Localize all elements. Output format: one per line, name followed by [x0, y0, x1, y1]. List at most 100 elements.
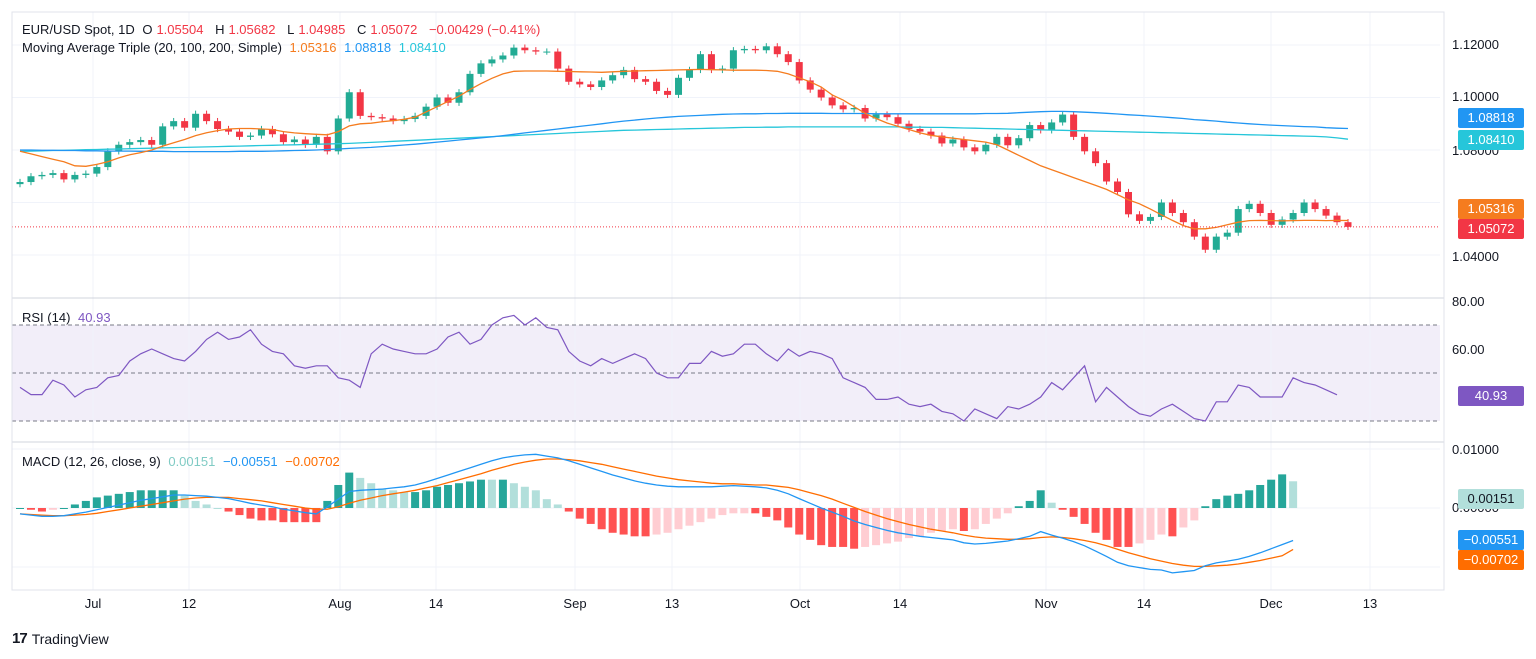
- price-axis-tick: 1.10000: [1452, 89, 1499, 104]
- ma200-line: [19, 126, 1349, 152]
- candle-body: [181, 121, 189, 128]
- macd-histogram-bar: [696, 508, 705, 523]
- macd-histogram-bar: [718, 508, 727, 516]
- macd-signal-line: [19, 458, 1294, 568]
- candle-body: [16, 182, 24, 185]
- pane-separators[interactable]: [11, 11, 1445, 591]
- macd-histogram-bar: [498, 479, 507, 508]
- macd-histogram-bar: [312, 508, 321, 523]
- x-axis-tick: 12: [181, 596, 197, 611]
- price-axis-tick: 1.04000: [1452, 249, 1499, 264]
- macd-histogram-bar: [125, 492, 134, 508]
- open-label: O 1.05504: [142, 22, 204, 37]
- macd-axis-tick: 0.01000: [1452, 442, 1499, 457]
- candle-body: [916, 129, 924, 132]
- candle-body: [82, 173, 90, 175]
- candle-body: [751, 48, 759, 51]
- candle-body: [620, 69, 628, 76]
- macd-histogram-bar: [70, 504, 79, 508]
- macd-label[interactable]: MACD (12, 26, close, 9): [22, 454, 161, 469]
- macd-histogram-bar: [213, 508, 222, 509]
- candle-body: [982, 144, 990, 152]
- candle-body: [225, 129, 233, 132]
- candle-body: [1333, 215, 1341, 223]
- candle-body: [1168, 202, 1176, 213]
- candle-body: [378, 117, 386, 119]
- candle-body: [784, 54, 792, 63]
- candle-body: [653, 81, 661, 91]
- tradingview-wordmark: TradingView: [31, 630, 109, 647]
- candle-body: [60, 173, 68, 180]
- candle-body: [1234, 209, 1242, 233]
- candle-body: [49, 173, 57, 175]
- macd-histogram-bar: [26, 508, 35, 510]
- candle-body: [367, 115, 375, 118]
- candle-body: [27, 176, 35, 183]
- x-axis-tick: 14: [1136, 596, 1152, 611]
- candle-body: [159, 126, 167, 145]
- macd-histogram-bar: [915, 508, 924, 537]
- x-axis-tick: 14: [892, 596, 908, 611]
- candle-body: [290, 139, 298, 143]
- candle-body: [1267, 213, 1275, 225]
- macd-histogram-bar: [970, 508, 979, 530]
- candle-body: [587, 84, 595, 87]
- candle-body: [598, 80, 606, 87]
- candle-body: [104, 151, 112, 168]
- macd-histogram-bar: [224, 508, 233, 512]
- macd-histogram-bar: [674, 508, 683, 530]
- macd-histogram-bar: [1245, 490, 1254, 508]
- macd-histogram-bar: [531, 490, 540, 508]
- macd-pane[interactable]: [16, 453, 1298, 574]
- macd-histogram-bar: [1201, 506, 1210, 508]
- macd-histogram-bar: [290, 508, 299, 523]
- high-label: H 1.05682: [215, 22, 276, 37]
- candle-body: [1146, 216, 1154, 221]
- candle-body: [1124, 192, 1132, 215]
- macd-histogram-bar: [926, 508, 935, 533]
- candle-body: [762, 46, 770, 51]
- macd-histogram-bar: [92, 497, 101, 508]
- candle-body: [334, 118, 342, 152]
- macd-histogram-bar: [16, 508, 24, 509]
- change-label: −0.00429 (−0.41%): [428, 22, 541, 37]
- candle-body: [71, 174, 79, 180]
- candle-body: [1092, 151, 1100, 164]
- macd-histogram-bar: [246, 508, 255, 519]
- candle-body: [949, 139, 957, 144]
- macd-histogram-bar: [114, 493, 123, 508]
- candle-body: [38, 174, 46, 177]
- candle-body: [675, 77, 683, 95]
- macd-histogram-bar: [59, 508, 68, 509]
- macd-signal-price-tag: −0.00702: [1458, 550, 1524, 570]
- rsi-pane[interactable]: [19, 314, 1338, 422]
- macd-histogram-bar: [422, 490, 431, 508]
- rsi-label[interactable]: RSI (14): [22, 310, 71, 325]
- ma20-price-tag: 1.05316: [1458, 199, 1524, 219]
- symbol-label[interactable]: EUR/USD Spot, 1D: [22, 22, 135, 37]
- candle-body: [1103, 163, 1111, 182]
- x-axis-tick: 13: [664, 596, 680, 611]
- macd-histogram-bar: [411, 492, 420, 508]
- macd-histogram-bar: [1190, 508, 1199, 521]
- macd-histogram-bar: [169, 490, 178, 508]
- candle-body: [1223, 232, 1231, 237]
- macd-histogram-bar: [542, 499, 551, 508]
- macd-histogram-bar: [1003, 508, 1012, 514]
- price-pane[interactable]: [12, 43, 1440, 253]
- macd-histogram-bar: [520, 486, 529, 508]
- macd-histogram-bar: [433, 486, 442, 508]
- macd-histogram-bar: [48, 508, 57, 510]
- x-axis-tick: Jul: [84, 596, 102, 611]
- tradingview-logo[interactable]: 17 TradingView: [12, 630, 109, 647]
- ma-label[interactable]: Moving Average Triple (20, 100, 200, Sim…: [22, 40, 282, 55]
- macd-histogram-bar: [180, 495, 189, 508]
- rsi-legend: RSI (14) 40.93: [22, 310, 115, 326]
- candle-body: [1212, 236, 1220, 250]
- candle-body: [312, 136, 320, 145]
- candle-body: [192, 113, 200, 128]
- candle-body: [883, 114, 891, 118]
- macd-histogram-bar: [806, 508, 815, 540]
- macd-histogram-bar: [1091, 508, 1100, 533]
- x-axis-tick: 13: [1362, 596, 1378, 611]
